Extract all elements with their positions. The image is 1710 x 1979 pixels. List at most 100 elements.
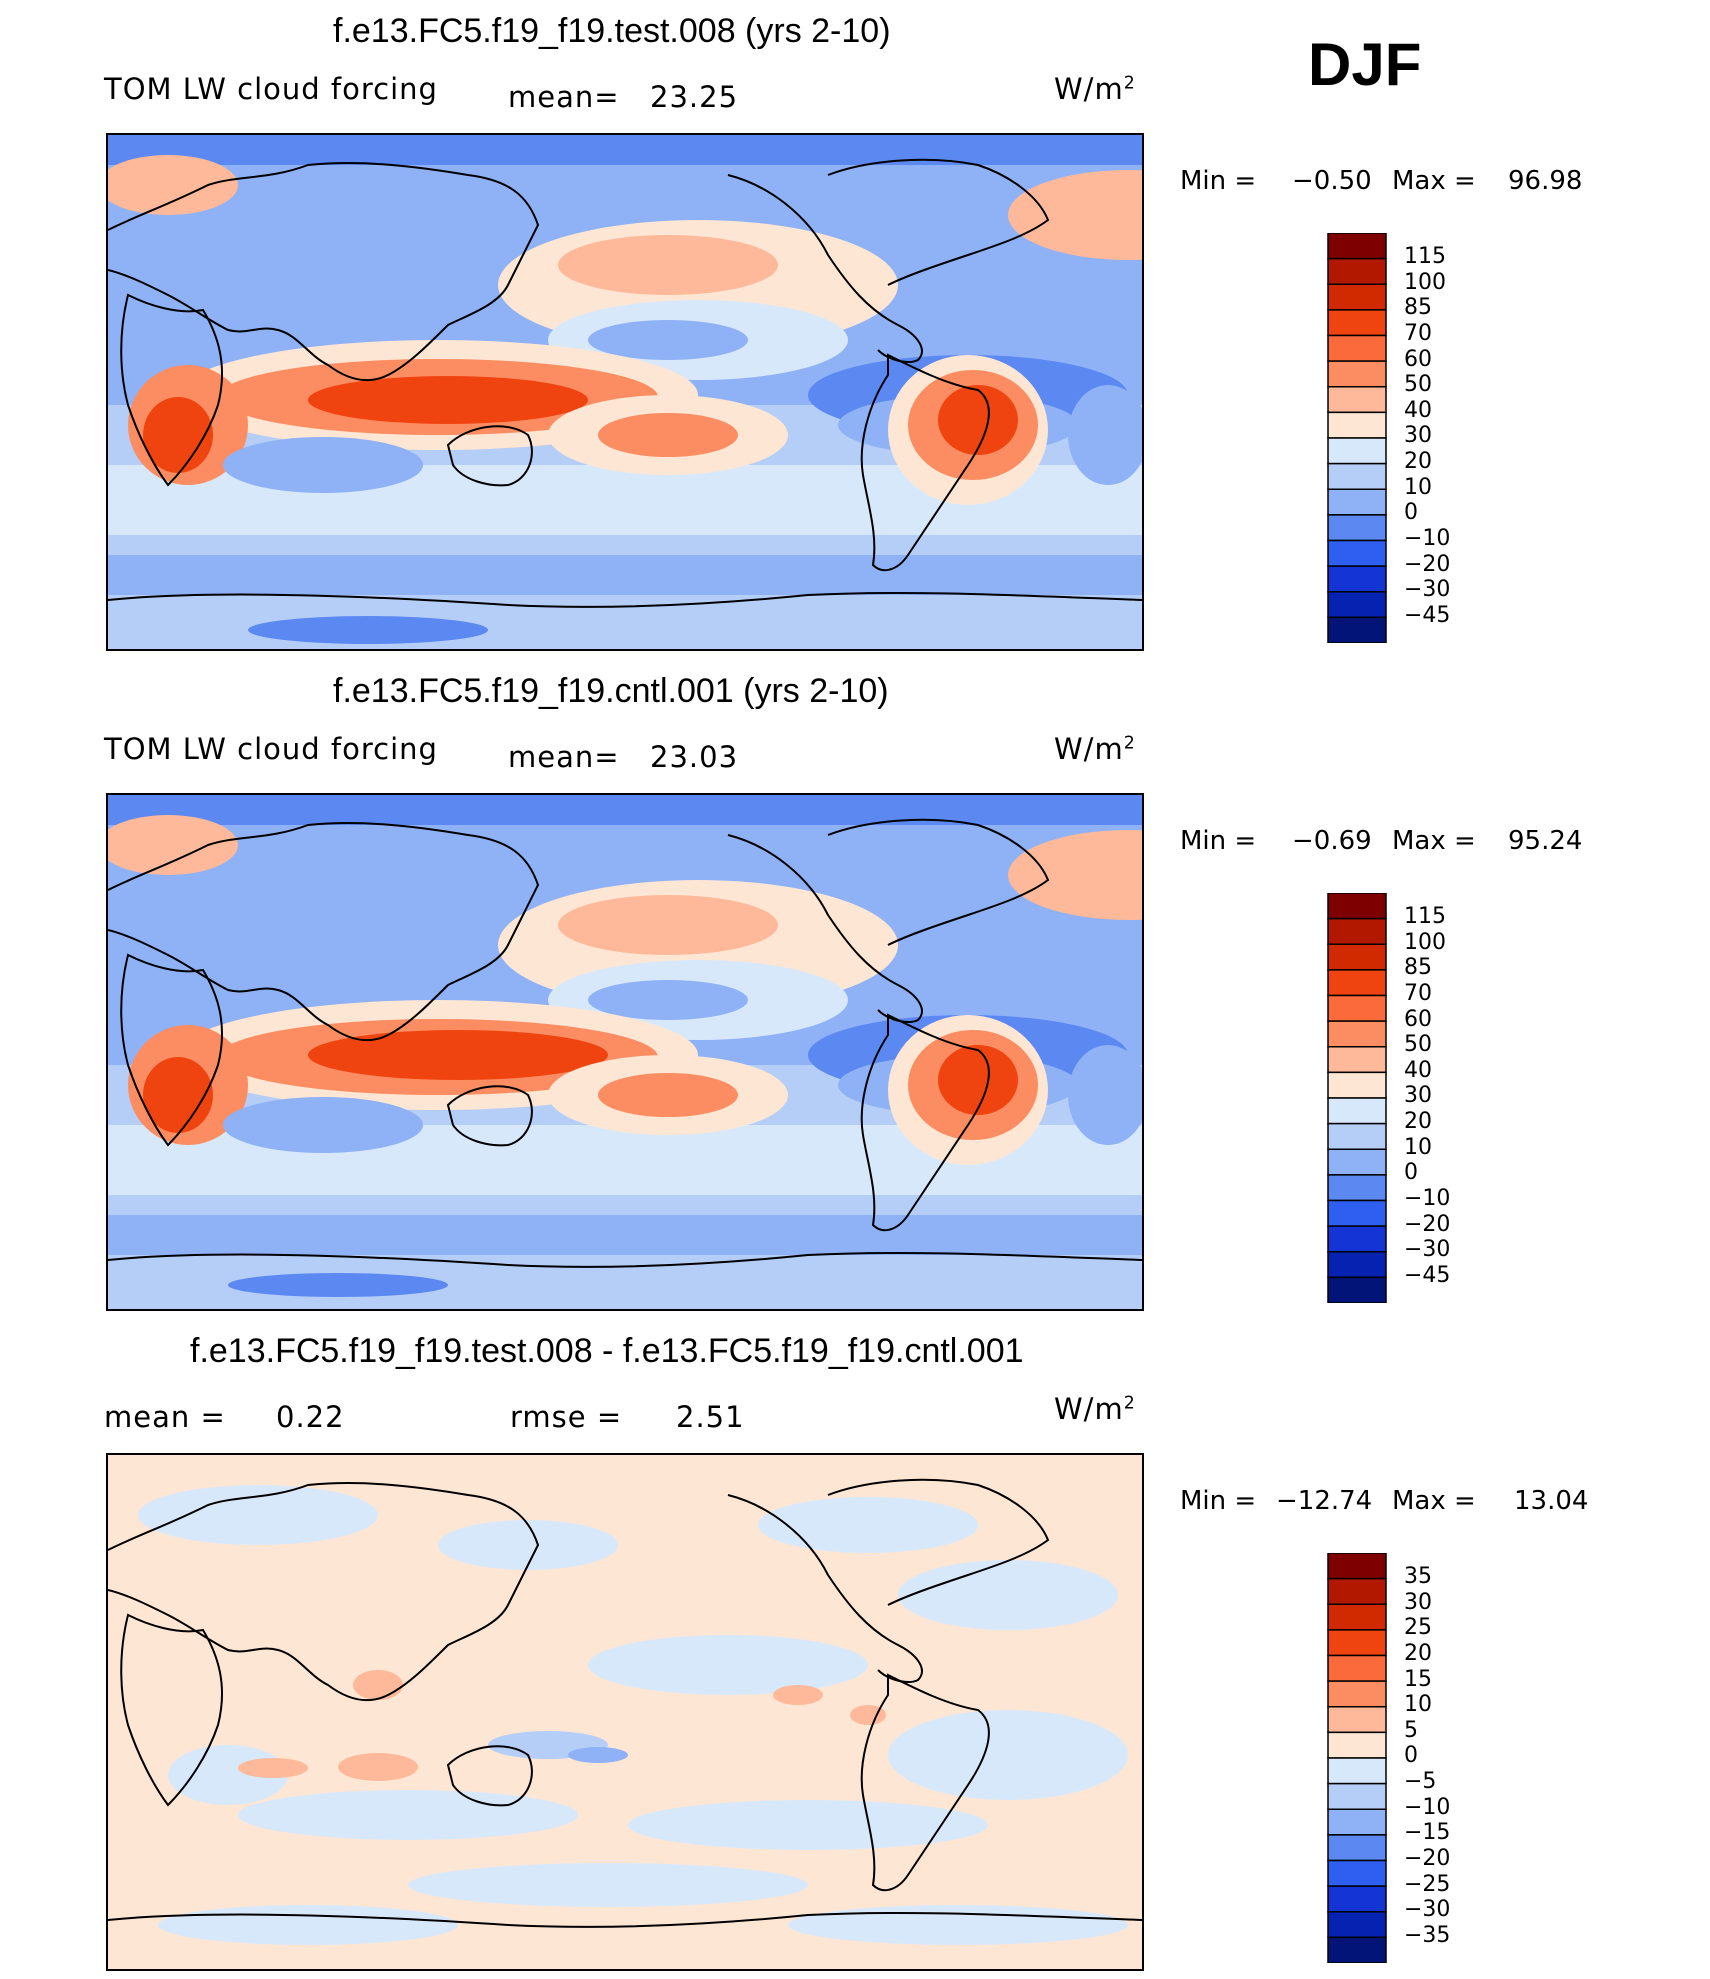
panel3-colorbar-tick-label: 10 (1404, 1692, 1432, 1718)
panel3-colorbar-swatch (1327, 1577, 1387, 1605)
panel1-colorbar-tick-label: 100 (1404, 269, 1446, 295)
panel1-colorbar-swatch (1327, 565, 1387, 593)
panel1-colorbar-swatch (1327, 334, 1387, 362)
panel2-colorbar-swatch (1327, 1276, 1387, 1303)
panel3-colorbar-swatch (1327, 1936, 1387, 1963)
panel1-colorbar-tick-label: −20 (1404, 551, 1451, 577)
panel2-map (106, 793, 1144, 1311)
panel2-units: W/m2 (1054, 732, 1136, 766)
panel3-colorbar-tick-label: 35 (1404, 1564, 1432, 1589)
panel3-min-label: Min = (1180, 1486, 1257, 1516)
panel3-colorbar-swatch (1327, 1808, 1387, 1836)
panel2-colorbar-swatch (1327, 943, 1387, 971)
panel1-variable-label: TOM LW cloud forcing (104, 72, 438, 106)
panel2-colorbar-tick-label: 10 (1404, 1134, 1432, 1160)
panel2-colorbar-swatch (1327, 1148, 1387, 1176)
panel3-colorbar (1327, 1553, 1387, 1963)
panel2-colorbar-tick-label: 60 (1404, 1006, 1432, 1032)
panel1-colorbar-swatch (1327, 514, 1387, 542)
panel3-colorbar-tick-label: −20 (1404, 1845, 1451, 1871)
panel1-colorbar-tick-label: 10 (1404, 474, 1432, 500)
panel3-colorbar-swatch (1327, 1706, 1387, 1734)
panel2-colorbar (1327, 893, 1387, 1303)
panel3-max-label: Max = (1392, 1486, 1476, 1516)
panel2-colorbar-swatch (1327, 917, 1387, 945)
panel1-colorbar-swatch (1327, 591, 1387, 619)
panel3-colorbar-tick-label: −5 (1404, 1769, 1437, 1794)
panel2-colorbar-tick-label: 115 (1404, 904, 1446, 929)
panel1-colorbar-tick-label: 20 (1404, 449, 1432, 474)
panel2-colorbar-swatch (1327, 1251, 1387, 1279)
panel2-colorbar-swatches (1327, 893, 1387, 1303)
panel1-colorbar-swatch (1327, 360, 1387, 388)
panel1-map (106, 133, 1144, 651)
panel2-colorbar-tick-label: −20 (1404, 1211, 1451, 1237)
panel1-colorbar-swatch (1327, 257, 1387, 285)
panel1-colorbar-swatch (1327, 616, 1387, 643)
panel2-colorbar-tick-label: 30 (1404, 1083, 1432, 1109)
panel2-colorbar-tick-label: −10 (1404, 1185, 1451, 1211)
panel3-colorbar-swatch (1327, 1834, 1387, 1862)
panel3-colorbar-swatch (1327, 1757, 1387, 1785)
panel3-colorbar-tick-label: 15 (1404, 1666, 1432, 1692)
panel1-units: W/m2 (1054, 72, 1136, 106)
panel3-colorbar-labels: 35 30 25 20 15 10 5 0 −5 −10 −15 −20 −25 −30 −35 (1404, 1564, 1450, 1948)
panel3-colorbar-tick-label: 25 (1404, 1615, 1432, 1641)
panel2-colorbar-tick-label: 20 (1404, 1109, 1432, 1134)
panel1-colorbar-swatch (1327, 411, 1387, 439)
panel2-colorbar-swatch (1327, 1046, 1387, 1074)
panel2-colorbar-tick-label: −45 (1404, 1262, 1451, 1288)
panel2-colorbar-tick-label: 100 (1404, 929, 1446, 955)
panel1-max-label: Max = (1392, 166, 1476, 196)
panel3-colorbar-swatch (1327, 1603, 1387, 1631)
panel2-colorbar-swatch (1327, 1174, 1387, 1202)
panel1-colorbar-tick-label: −45 (1404, 602, 1451, 628)
panel1-colorbar-tick-label: 50 (1404, 372, 1432, 398)
panel1-colorbar-swatch (1327, 309, 1387, 337)
panel3-colorbar-swatch (1327, 1553, 1387, 1580)
panel1-colorbar-tick-label: 0 (1404, 500, 1418, 526)
panel2-colorbar-swatch (1327, 1225, 1387, 1253)
panel3-colorbar-swatch (1327, 1654, 1387, 1682)
panel2-colorbar-tick-label: 85 (1404, 955, 1432, 981)
panel1-colorbar-swatch (1327, 437, 1387, 465)
panel3-colorbar-tick-label: −35 (1404, 1922, 1451, 1948)
panel1-colorbar-swatch (1327, 539, 1387, 567)
panel1-title: f.e13.FC5.f19_f19.test.008 (yrs 2-10) (333, 12, 891, 50)
panel3-colorbar-swatch (1327, 1731, 1387, 1759)
panel1-colorbar-swatches (1327, 233, 1387, 643)
panel3-colorbar-tick-label: 30 (1404, 1589, 1432, 1615)
panel2-mean-label: mean= (508, 740, 620, 774)
panel2-colorbar-tick-label: 0 (1404, 1160, 1418, 1186)
panel3-colorbar-swatch (1327, 1629, 1387, 1657)
panel2-colorbar-swatch (1327, 994, 1387, 1022)
panel1-colorbar-tick-label: 60 (1404, 346, 1432, 372)
panel1-colorbar-labels: 115 100 85 70 60 50 40 30 20 10 0 −10 −20 −30 −45 (1404, 244, 1450, 628)
panel1-colorbar-swatch (1327, 488, 1387, 516)
panel1-colorbar-tick-label: −30 (1404, 577, 1451, 603)
panel1-colorbar-tick-label: −10 (1404, 525, 1451, 551)
panel3-min-value: −12.74 (1276, 1486, 1373, 1516)
panel2-colorbar-swatch (1327, 893, 1387, 920)
panel2-colorbar-labels: 115 100 85 70 60 50 40 30 20 10 0 −10 −20 −30 −45 (1404, 904, 1450, 1288)
panel2-colorbar-tick-label: 50 (1404, 1032, 1432, 1058)
panel2-colorbar-swatch (1327, 1020, 1387, 1048)
panel3-colorbar-swatch (1327, 1859, 1387, 1887)
panel2-title: f.e13.FC5.f19_f19.cntl.001 (yrs 2-10) (333, 672, 889, 710)
panel2-colorbar-swatch (1327, 1071, 1387, 1099)
panel3-title: f.e13.FC5.f19_f19.test.008 - f.e13.FC5.f… (190, 1332, 1024, 1370)
panel1-colorbar-tick-label: 40 (1404, 397, 1432, 423)
panel3-rmse-value: 2.51 (676, 1400, 745, 1434)
panel2-colorbar-swatch (1327, 969, 1387, 997)
panel3-max-value: 13.04 (1514, 1486, 1589, 1516)
panel1-colorbar-swatch (1327, 283, 1387, 311)
panel3-units: W/m2 (1054, 1392, 1136, 1426)
panel2-max-value: 95.24 (1508, 826, 1583, 856)
panel2-min-value: −0.69 (1292, 826, 1372, 856)
panel3-rmse-label: rmse = (510, 1400, 623, 1434)
panel3-map (106, 1453, 1144, 1971)
panel3-colorbar-swatch (1327, 1782, 1387, 1810)
panel3-mean-value: 0.22 (276, 1400, 345, 1434)
panel3-colorbar-tick-label: −15 (1404, 1820, 1451, 1846)
panel2-colorbar-tick-label: −30 (1404, 1237, 1451, 1263)
